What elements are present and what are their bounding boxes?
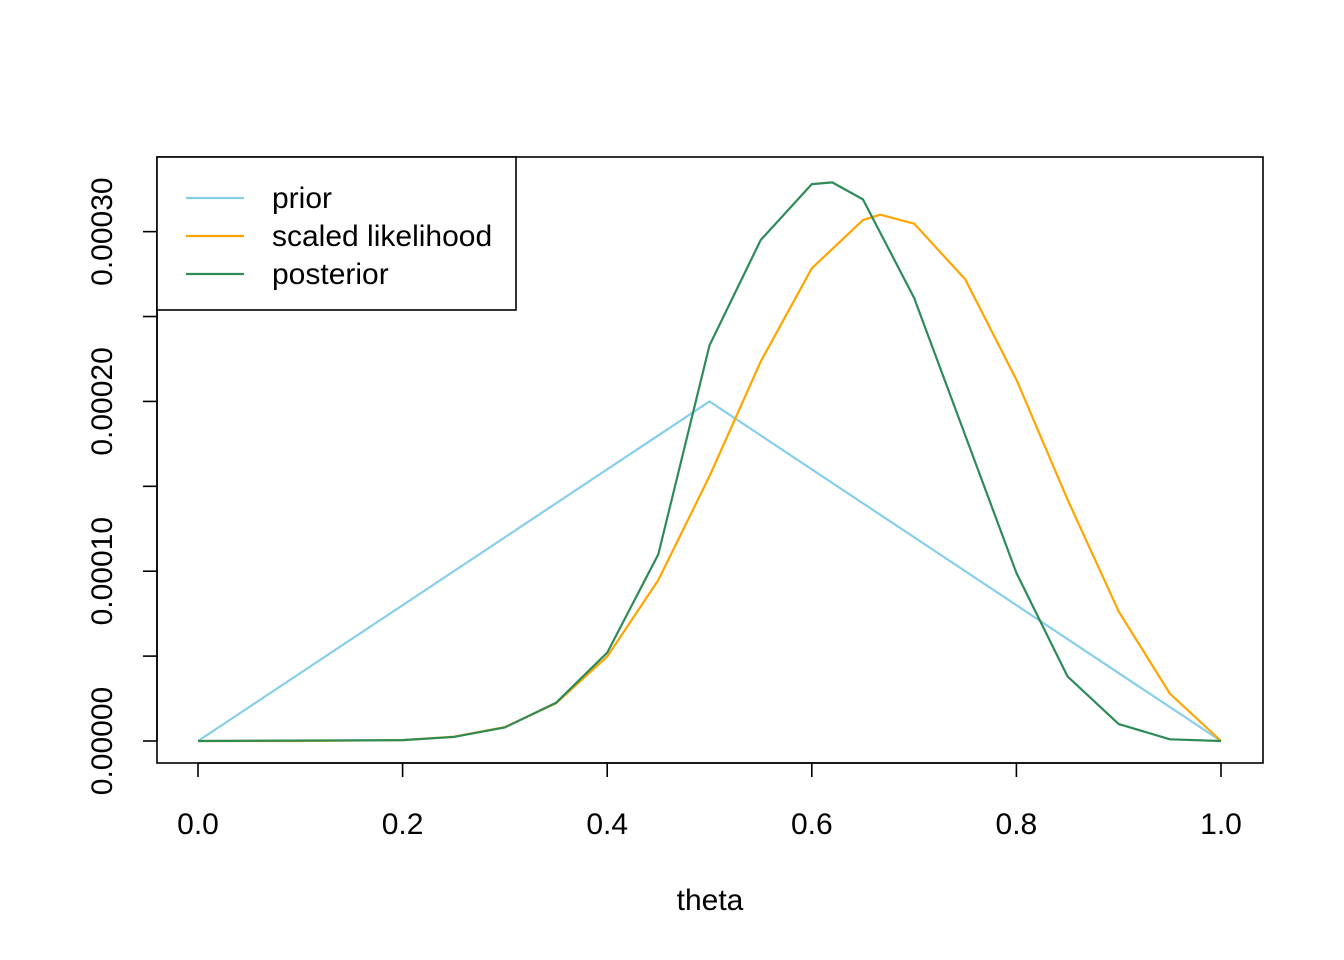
- legend: prior scaled likelihood posterior: [156, 156, 517, 311]
- legend-label: prior: [272, 182, 332, 215]
- y-axis: 0.00000 0.00010 0.00020 0.00030: [86, 177, 158, 795]
- x-tick-label: 0.0: [177, 808, 219, 841]
- series-layer: [197, 181, 1222, 743]
- x-tick-label: 0.2: [382, 808, 424, 841]
- series-line-posterior: [197, 181, 1222, 743]
- legend-label: posterior: [272, 258, 389, 291]
- x-tick-label: 0.4: [586, 808, 628, 841]
- x-tick-label: 0.8: [996, 808, 1038, 841]
- y-tick-label: 0.00000: [86, 687, 119, 795]
- x-tick-label: 1.0: [1200, 808, 1242, 841]
- series-line-prior: [197, 400, 1222, 742]
- legend-label: scaled likelihood: [272, 220, 492, 253]
- legend-box: [156, 156, 517, 311]
- x-axis-title: theta: [677, 884, 744, 917]
- x-tick-label: 0.6: [791, 808, 833, 841]
- y-tick-label: 0.00030: [86, 177, 119, 285]
- y-tick-label: 0.00020: [86, 347, 119, 455]
- x-axis: 0.0 0.2 0.4 0.6 0.8 1.0: [177, 762, 1242, 841]
- y-tick-label: 0.00010: [86, 517, 119, 625]
